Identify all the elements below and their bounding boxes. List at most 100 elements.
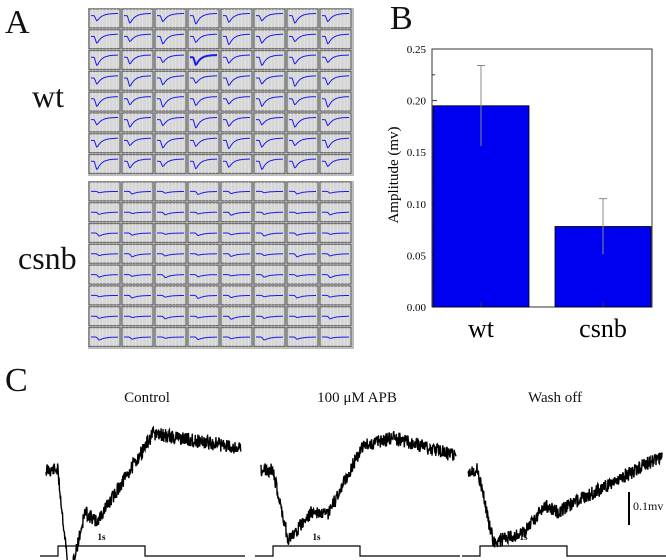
grid-trace	[256, 336, 283, 341]
grid-cell	[154, 8, 187, 29]
trace-title-wash: Wash off	[528, 390, 582, 406]
grid-trace	[223, 96, 250, 105]
grid-cell	[286, 133, 319, 154]
grid-cell	[253, 91, 286, 112]
grid-cell	[253, 285, 286, 306]
grid-trace	[256, 158, 283, 171]
trace-title-control: Control	[124, 390, 170, 406]
grid-trace	[91, 294, 119, 298]
grid-trace	[256, 294, 284, 298]
trace-apb: 1s	[255, 430, 460, 557]
grid-cell	[253, 70, 286, 91]
grid-cell	[187, 327, 220, 348]
grid-trace	[223, 336, 250, 340]
grid-trace	[157, 54, 184, 63]
grid-trace	[190, 137, 217, 148]
grid-trace	[322, 96, 349, 108]
scale-bar	[628, 492, 630, 525]
grid-trace	[124, 211, 152, 215]
grid-cell	[319, 243, 352, 264]
grid-cell	[286, 49, 319, 70]
grid-cell	[121, 285, 154, 306]
grid-cell	[319, 202, 352, 223]
grid-cell	[154, 264, 187, 285]
grid-cell	[220, 133, 253, 154]
grid-cell	[319, 264, 352, 285]
grid-cell	[121, 243, 154, 264]
grid-trace	[91, 54, 118, 67]
grid-cell	[286, 91, 319, 112]
grid-label-csnb: csnb	[18, 240, 77, 276]
grid-trace	[157, 253, 184, 257]
grid-trace	[124, 158, 151, 169]
grid-cell	[220, 264, 253, 285]
grid-trace	[190, 294, 217, 299]
y-axis-label: Amplitude (mv)	[386, 126, 402, 223]
grid-cell	[154, 29, 187, 50]
y-tick-label: 0.05	[407, 250, 427, 262]
grid-cell	[121, 154, 154, 175]
stimulus-marker	[462, 545, 666, 557]
grid-cell	[88, 264, 121, 285]
grid-cell	[88, 70, 121, 91]
grid-trace	[289, 54, 316, 65]
grid-trace	[322, 33, 349, 45]
grid-cell	[253, 222, 286, 243]
grid-trace	[322, 190, 349, 194]
grid-cell	[88, 91, 121, 112]
y-tick-label: 0.15	[407, 147, 427, 159]
grid-trace	[256, 75, 283, 85]
grid-trace	[124, 13, 151, 24]
grid-trace	[91, 75, 118, 85]
grid-trace	[223, 13, 250, 23]
grid-cell	[121, 70, 154, 91]
grid-trace	[322, 336, 350, 339]
grid-trace	[157, 137, 184, 149]
grid-trace	[157, 336, 185, 339]
grid-cell	[154, 327, 187, 348]
grid-trace	[157, 274, 184, 279]
grid-cell	[154, 49, 187, 70]
grid-trace	[223, 315, 250, 320]
grid-trace	[190, 232, 217, 237]
grid-cell	[187, 154, 220, 175]
grid-cell	[286, 29, 319, 50]
grid-trace	[157, 232, 185, 235]
grid-cell	[319, 8, 352, 29]
panel-label-a: A	[5, 4, 30, 41]
grid-trace	[190, 253, 218, 256]
grid-cell	[121, 264, 154, 285]
grid-trace	[289, 232, 316, 236]
grid-trace	[223, 190, 250, 195]
grid-cell	[187, 202, 220, 223]
grid-cell	[88, 327, 121, 348]
grid-trace	[289, 13, 316, 24]
grid-trace	[256, 137, 283, 148]
grid-trace	[256, 211, 283, 215]
grid-cell	[319, 154, 352, 175]
grid-trace	[223, 232, 250, 236]
stimulus-marker	[40, 545, 245, 557]
grid-cell	[88, 285, 121, 306]
grid-cell	[88, 8, 121, 29]
grid-trace	[289, 274, 316, 277]
grid-cell	[187, 8, 220, 29]
grid-cell	[88, 133, 121, 154]
mea-grid-csnb	[88, 181, 354, 349]
grid-cell	[319, 285, 352, 306]
grid-trace	[289, 253, 316, 258]
grid-trace	[322, 117, 349, 127]
grid-trace	[124, 33, 151, 43]
grid-trace	[124, 137, 151, 147]
stimulus-label: 1s	[312, 532, 321, 542]
grid-trace	[190, 33, 217, 44]
grid-trace	[322, 54, 349, 63]
grid-cell	[154, 154, 187, 175]
trace-wash: 1s	[462, 452, 666, 557]
grid-trace	[124, 54, 151, 65]
grid-cell	[88, 112, 121, 133]
panel-label-c: C	[5, 362, 28, 399]
grid-cell	[220, 285, 253, 306]
grid-trace	[91, 211, 118, 215]
grid-trace	[190, 13, 217, 25]
